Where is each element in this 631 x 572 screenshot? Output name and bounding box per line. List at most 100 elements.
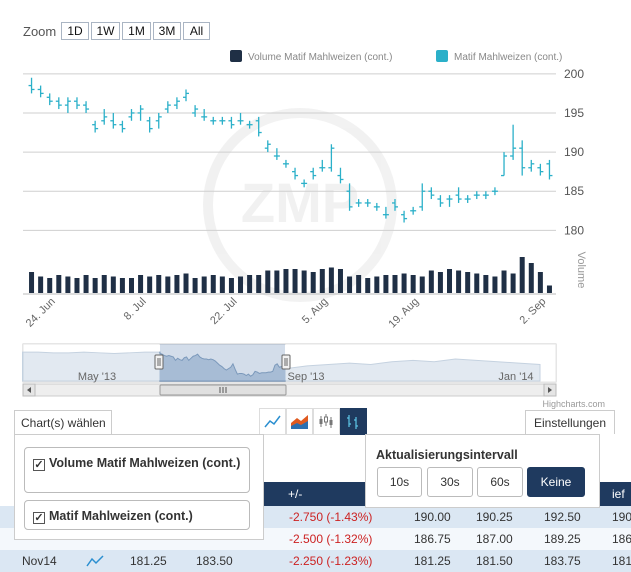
x-tick-label: 19. Aug (386, 296, 421, 331)
volume-bar (138, 275, 144, 293)
ohlc-bar (446, 195, 453, 207)
volume-bar (56, 275, 62, 293)
cell-contract[interactable]: Nov14 (22, 554, 57, 568)
x-tick-label: 8. Jul (122, 296, 149, 323)
legend-volume-label: Volume Matif Mahlweizen (cont.) (248, 52, 393, 63)
stock-chart[interactable]: ZMP 180 185 190 195 200 24. Jun 8. Jul 22. Jul… (0, 0, 631, 410)
ohlc-bar (237, 112, 244, 125)
interval-10s-button[interactable]: 10s (377, 467, 422, 497)
ohlc-bar (183, 89, 190, 102)
cell-change: -2.500 (-1.32%) (289, 532, 373, 546)
series-toggle-price-label: Matif Mahlweizen (cont.) (49, 509, 193, 523)
scrollbar-track (22, 383, 557, 397)
zoom-label: Zoom (23, 24, 57, 39)
header-change[interactable]: +/- (288, 487, 303, 501)
ohlc-bar (346, 183, 353, 211)
volume-bar (165, 276, 171, 293)
ohlc-bar (210, 116, 217, 125)
candlestick-icon (319, 414, 333, 428)
watermark: ZMP (203, 108, 397, 302)
volume-bar (347, 276, 353, 293)
series-toggle-volume-label: Volume Matif Mahlweizen (cont.) (49, 456, 241, 470)
volume-bar (437, 272, 443, 293)
scroll-right-arrow-icon (548, 387, 552, 393)
volume-bar (256, 275, 262, 293)
ohlc-series[interactable] (28, 77, 553, 223)
ohlc-bar (128, 109, 135, 121)
navigator-label-jan: Jan '14 (498, 371, 533, 383)
volume-bar (528, 263, 534, 293)
volume-bar (147, 276, 153, 293)
ohlc-bar (92, 120, 99, 133)
chart-select-panel: ✓ Volume Matif Mahlweizen (cont.) ✓ Matif … (14, 434, 264, 540)
legend-price[interactable]: Matif Mahlweizen (cont.) (436, 50, 562, 63)
checkbox-price[interactable]: ✓ (33, 512, 45, 524)
ohlc-bar (510, 124, 517, 160)
ohlc-bar (419, 183, 426, 211)
ohlc-bar (101, 109, 108, 125)
ohlc-bar (410, 206, 417, 215)
header-partial[interactable]: ief (612, 487, 625, 501)
volume-series[interactable] (29, 257, 552, 293)
volume-bar (546, 285, 552, 293)
ohlc-bar (473, 191, 480, 200)
candlestick-button[interactable] (313, 408, 340, 435)
ohlc-bar (110, 112, 117, 129)
series-toggle-volume[interactable]: ✓ Volume Matif Mahlweizen (cont.) (24, 447, 250, 493)
y-tick-190: 190 (564, 145, 584, 159)
legend-volume[interactable]: Volume Matif Mahlweizen (cont.) (230, 50, 393, 63)
volume-bar (365, 278, 371, 293)
y-tick-185: 185 (564, 184, 584, 198)
mini-chart-icon[interactable] (86, 554, 104, 568)
ohlc-bar (55, 97, 62, 110)
volume-bar (219, 276, 225, 293)
checkbox-volume[interactable]: ✓ (33, 459, 45, 471)
ohlc-bar (355, 199, 362, 207)
cell-value: 192.50 (544, 510, 581, 524)
ohlc-bar (301, 179, 308, 188)
ohlc-bar (437, 195, 444, 207)
zoom-all-button[interactable]: All (183, 22, 210, 40)
table-row[interactable]: Nov14 181.25 183.50 -2.250 (-1.23%) 181.… (0, 550, 631, 572)
credits[interactable]: Highcharts.com (542, 399, 605, 409)
zoom-1d-button[interactable]: 1D (61, 22, 89, 40)
zoom-1m-button[interactable]: 1M (122, 22, 151, 40)
interval-none-button[interactable]: Keine (527, 467, 585, 497)
x-tick-label: 22. Jul (208, 296, 239, 327)
series-toggle-price[interactable]: ✓ Matif Mahlweizen (cont.) (24, 500, 250, 530)
volume-bar (410, 275, 416, 293)
volume-bar (156, 275, 162, 293)
volume-bar (274, 270, 280, 293)
zoom-1w-button[interactable]: 1W (91, 22, 120, 40)
area-chart-button[interactable] (286, 408, 313, 435)
ohlc-bar (155, 112, 162, 129)
interval-30s-button[interactable]: 30s (427, 467, 473, 497)
volume-bar (456, 270, 462, 293)
volume-bar (419, 276, 425, 293)
scrollbar[interactable] (22, 383, 557, 397)
tab-chart-select[interactable]: Chart(s) wählen (14, 410, 112, 434)
line-chart-button[interactable] (259, 408, 286, 435)
volume-bar (447, 269, 453, 293)
ohlc-bar (73, 97, 80, 110)
volume-bar (492, 276, 498, 293)
interval-60s-button[interactable]: 60s (477, 467, 523, 497)
refresh-interval-title: Aktualisierungsintervall (376, 448, 518, 462)
volume-bar (192, 278, 198, 293)
ohlc-bar (264, 140, 271, 153)
navigator[interactable]: May '13 Sep '13 Jan '14 (22, 343, 557, 383)
ohlc-bar (83, 101, 90, 113)
zoom-3m-button[interactable]: 3M (153, 22, 181, 40)
ohlc-bar (537, 163, 544, 176)
ohlc-bar (328, 144, 335, 172)
volume-bar (238, 276, 244, 293)
ohlc-button[interactable] (340, 408, 367, 435)
volume-bar (174, 275, 180, 293)
volume-bar (383, 275, 389, 293)
tab-settings[interactable]: Einstellungen (525, 410, 615, 434)
volume-bar (356, 275, 362, 293)
ohlc-bar (228, 116, 235, 129)
ohlc-bar (246, 120, 253, 129)
ohlc-bar (173, 97, 180, 110)
ohlc-bar (428, 187, 435, 200)
